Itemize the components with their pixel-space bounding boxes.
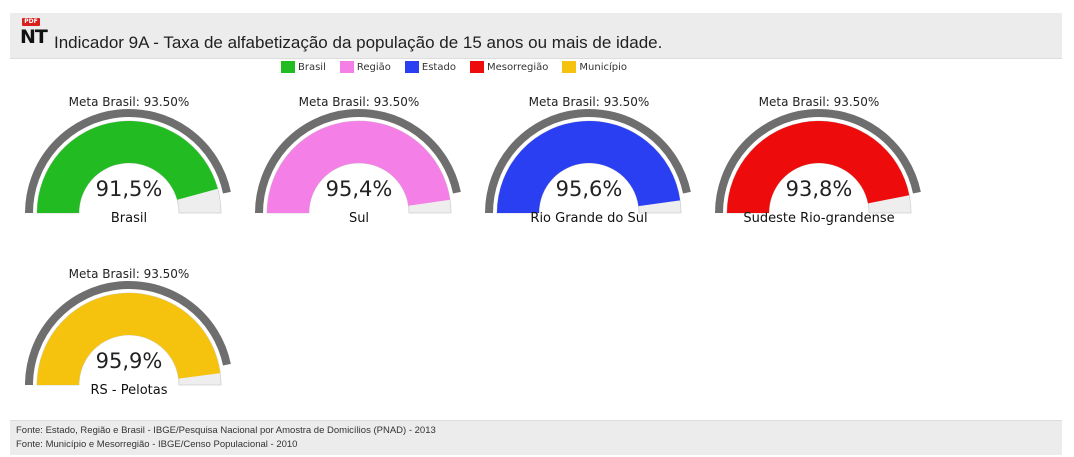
gauge-target-arc	[255, 109, 461, 214]
gauge-value-arc	[497, 120, 681, 213]
gauge-dial	[25, 109, 231, 214]
legend-item: Município	[562, 61, 627, 73]
gauge-target-arc	[715, 109, 921, 214]
indicator-header: PDF NT Indicador 9A - Taxa de alfabetiza…	[10, 13, 1062, 59]
gauge-rio-grande-do-sul: Meta Brasil: 93.50% 95,6% Rio Grande do Su…	[474, 95, 704, 255]
gauge-value-arc	[267, 121, 451, 213]
gauge-value-label: 95,4%	[325, 177, 393, 201]
gauge-name-label: RS - Pelotas	[90, 383, 168, 398]
gauge-value-label: 91,5%	[95, 177, 163, 201]
gauge-value-arc	[37, 292, 221, 385]
legend-label: Brasil	[298, 61, 326, 73]
gauge-sul: Meta Brasil: 93.50% 95,4% Sul	[244, 95, 474, 255]
chart-legend: Brasil Região Estado Mesorregião Município	[281, 59, 641, 75]
legend-label: Município	[579, 61, 628, 73]
gauge-value-label: 95,9%	[95, 349, 163, 373]
gauge-dial	[485, 109, 691, 214]
pdf-nt-icon[interactable]: PDF NT	[20, 16, 52, 50]
gauge-target-arc	[25, 281, 231, 386]
gauge-target-label: Meta Brasil: 93.50%	[528, 95, 650, 109]
pdf-badge: PDF	[22, 18, 40, 26]
gauge-value-arc	[37, 121, 218, 213]
legend-swatch	[404, 61, 419, 73]
gauge-dial	[255, 109, 461, 214]
gauge-name-label: Sul	[348, 211, 370, 226]
gauge-rs-pelotas: Meta Brasil: 93.50% 95,9% RS - Pelotas	[14, 267, 244, 427]
gauge-target-arc	[485, 109, 691, 214]
legend-item: Estado	[404, 61, 456, 73]
indicator-title: Indicador 9A - Taxa de alfabetização da …	[54, 33, 663, 52]
legend-swatch	[469, 61, 484, 73]
source-line-2: Fonte: Município e Mesorregião - IBGE/Ce…	[16, 439, 298, 450]
gauge-target-label: Meta Brasil: 93.50%	[758, 95, 880, 109]
gauge-name-label: Brasil	[110, 211, 148, 226]
source-line-1: Fonte: Estado, Região e Brasil - IBGE/Pe…	[16, 425, 436, 436]
gauge-dial	[715, 109, 921, 214]
gauge-value-label: 93,8%	[785, 177, 853, 201]
gauge-target-label: Meta Brasil: 93.50%	[68, 267, 190, 281]
gauge-target-arc	[25, 109, 231, 214]
legend-item: Mesorregião	[469, 61, 549, 73]
gauge-name-label: Sudeste Rio-grandense	[743, 211, 895, 226]
source-footer: Fonte: Estado, Região e Brasil - IBGE/Pe…	[10, 420, 1062, 455]
legend-swatch	[281, 61, 295, 73]
legend-swatch	[562, 61, 577, 73]
gauge-dial	[25, 281, 231, 386]
legend-item: Brasil	[281, 61, 326, 73]
legend-swatch	[339, 61, 354, 73]
gauge-target-label: Meta Brasil: 93.50%	[298, 95, 420, 109]
gauge-sudeste-rio-grandense: Meta Brasil: 93.50% 93,8% Sudeste Rio-gran…	[704, 95, 934, 255]
gauge-value-label: 95,6%	[555, 177, 623, 201]
nt-label: NT	[20, 26, 48, 48]
legend-label: Região	[356, 61, 391, 73]
legend-label: Mesorregião	[486, 61, 549, 73]
gauge-brasil: Meta Brasil: 93.50% 91,5% Brasil	[14, 95, 244, 255]
gauge-name-label: Rio Grande do Sul	[530, 211, 648, 226]
gauge-value-arc	[727, 121, 910, 213]
legend-label: Estado	[421, 61, 456, 73]
legend-item: Região	[339, 61, 391, 73]
gauge-target-label: Meta Brasil: 93.50%	[68, 95, 190, 109]
